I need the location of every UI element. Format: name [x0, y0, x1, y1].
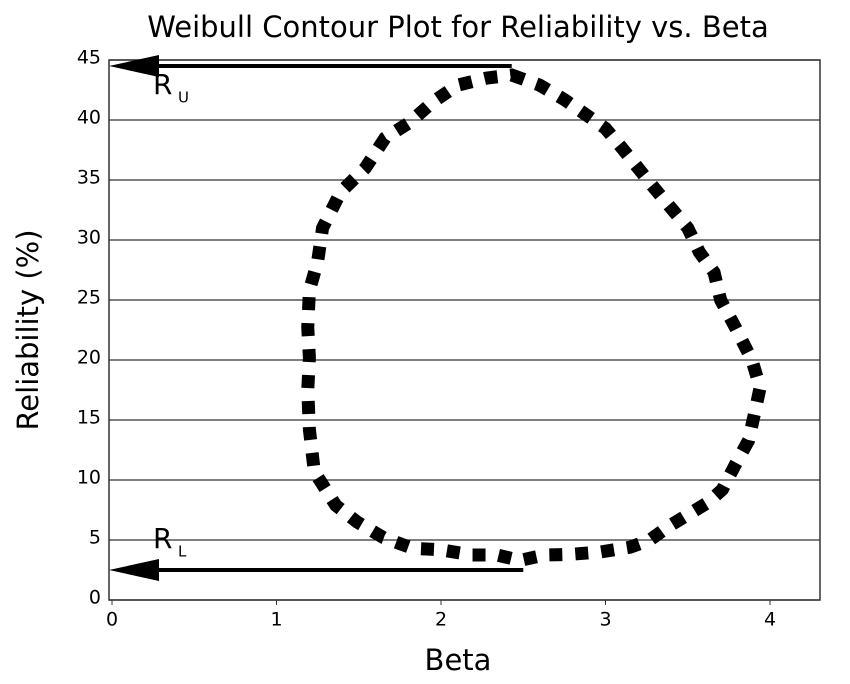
x-tick-label: 1	[270, 609, 282, 631]
y-tick-label: 45	[77, 47, 101, 69]
y-tick-label: 30	[77, 227, 101, 249]
chart-title: Weibull Contour Plot for Reliability vs.…	[147, 10, 768, 44]
y-tick-label: 40	[77, 107, 101, 129]
y-tick-label: 5	[89, 527, 101, 549]
annotation-label: R	[153, 68, 172, 101]
annotation-label: R	[153, 522, 172, 555]
contour-line	[301, 68, 767, 568]
x-tick-label: 4	[764, 609, 776, 631]
x-tick-label: 0	[106, 609, 118, 631]
x-tick-label: 3	[599, 609, 611, 631]
annotation-subscript: L	[178, 543, 187, 561]
annotation-subscript: U	[178, 89, 189, 107]
plot-frame	[108, 59, 821, 601]
x-axis-label: Beta	[425, 643, 492, 677]
y-tick-label: 0	[89, 587, 101, 609]
y-tick-label: 35	[77, 167, 101, 189]
arrow-head	[109, 55, 159, 77]
arrow-head	[109, 559, 159, 581]
y-tick-label: 10	[77, 467, 101, 489]
x-tick-label: 2	[435, 609, 447, 631]
y-tick-label: 25	[77, 287, 101, 309]
y-tick-label: 15	[77, 407, 101, 429]
y-tick-label: 20	[77, 347, 101, 369]
y-axis-label: Reliability (%)	[11, 229, 45, 430]
